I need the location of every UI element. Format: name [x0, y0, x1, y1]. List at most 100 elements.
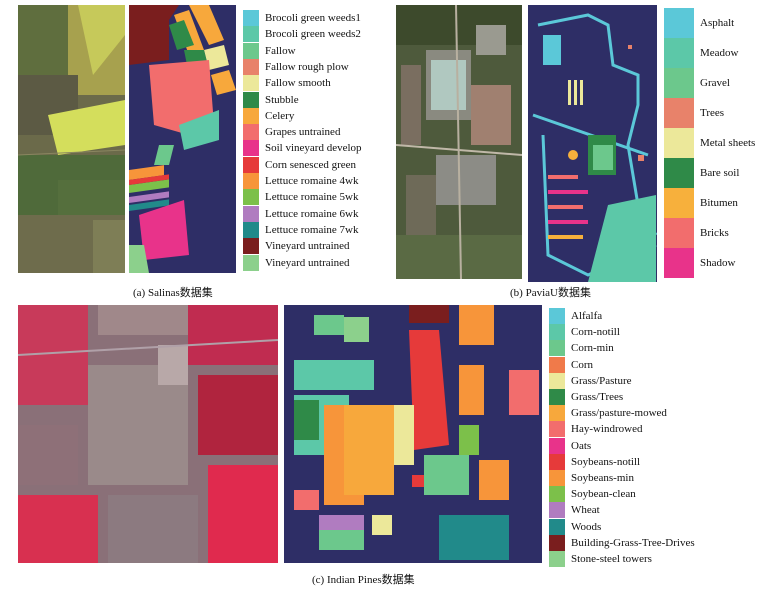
legend-swatch — [549, 372, 565, 389]
legend-swatch — [243, 189, 259, 206]
legend-item: Asphalt — [664, 8, 764, 38]
legend-label: Vineyard untrained — [265, 240, 350, 253]
legend-item: Soybeans-notill — [549, 453, 689, 470]
legend-label: Lettuce romaine 7wk — [265, 223, 359, 236]
legend-item: Trees — [664, 98, 764, 128]
legend-swatch — [549, 405, 565, 422]
legend-swatch — [549, 518, 565, 535]
legend-swatch — [243, 42, 259, 59]
legend-label: Alfalfa — [571, 310, 603, 322]
legend-label: Shadow — [700, 257, 736, 269]
legend-label: Oats — [571, 439, 592, 452]
legend-label: Soil vineyard develop — [265, 142, 362, 155]
salinas-rgb-image — [18, 5, 125, 273]
paviau-ground-truth-map — [528, 5, 657, 282]
legend-swatch — [664, 188, 694, 218]
legend-label: Asphalt — [700, 17, 735, 29]
legend-label: Celery — [265, 109, 295, 122]
legend-label: Fallow smooth — [265, 77, 331, 90]
legend-item: Grass/pasture-mowed — [549, 405, 689, 422]
legend-swatch — [243, 140, 259, 157]
indian-pines-rgb-image — [18, 305, 278, 563]
salinas-ground-truth-map — [129, 5, 236, 273]
legend-item: Brocoli green weeds2 — [243, 26, 383, 43]
legend-item: Shadow — [664, 248, 764, 278]
legend-label: Vineyard untrained — [265, 256, 350, 269]
legend-swatch — [243, 58, 259, 75]
legend-swatch — [549, 356, 565, 373]
legend-item: Stone-steel towers — [549, 551, 689, 567]
legend-label: Corn senesced green — [265, 158, 357, 171]
legend-swatch — [664, 38, 694, 68]
legend-item: Meadow — [664, 38, 764, 68]
legend-swatch — [243, 221, 259, 238]
legend-item: Building-Grass-Tree-Drives — [549, 534, 695, 551]
legend-label: Corn-notill — [571, 326, 620, 339]
legend-label: Brocoli green weeds1 — [265, 12, 361, 24]
legend-label: Brocoli green weeds2 — [265, 28, 361, 41]
legend-item: Lettuce romaine 4wk — [243, 173, 383, 189]
legend-item: Fallow — [243, 42, 383, 59]
legend-swatch — [549, 470, 565, 486]
legend-item: Gravel — [664, 68, 764, 98]
legend-item: Vineyard untrained — [243, 238, 383, 255]
legend-item: Grass/Trees — [549, 389, 689, 405]
legend-label: Stubble — [265, 93, 299, 106]
legend-item: Corn senesced green — [243, 156, 383, 173]
legend-label: Grass/Pasture — [571, 374, 632, 387]
legend-swatch — [243, 238, 259, 255]
legend-label: Soybeans-min — [571, 472, 634, 484]
legend-label: Lettuce romaine 5wk — [265, 191, 359, 204]
legend-swatch — [243, 205, 259, 222]
legend-swatch — [664, 218, 694, 248]
legend-item: Grapes untrained — [243, 124, 383, 141]
legend-swatch — [549, 340, 565, 357]
legend-label: Bricks — [700, 227, 729, 239]
legend-item: Lettuce romaine 6wk — [243, 205, 383, 222]
legend-item: Stubble — [243, 91, 383, 108]
legend-label: Building-Grass-Tree-Drives — [571, 536, 695, 549]
legend-label: Corn — [571, 358, 593, 371]
legend-label: Lettuce romaine 6wk — [265, 207, 359, 220]
legend-swatch — [243, 91, 259, 108]
paviau-rgb-image — [396, 5, 522, 279]
legend-swatch — [243, 254, 259, 271]
legend-item: Bitumen — [664, 188, 764, 218]
legend-item: Bare soil — [664, 158, 764, 188]
legend-swatch — [243, 10, 259, 26]
indian-pines-legend: Alfalfa Corn-notill Corn-min Corn Grass/… — [549, 308, 749, 568]
legend-swatch — [243, 124, 259, 141]
legend-swatch — [549, 551, 565, 567]
legend-swatch — [549, 502, 565, 519]
legend-swatch — [664, 248, 694, 278]
legend-swatch — [664, 98, 694, 128]
legend-label: Metal sheets — [700, 137, 756, 149]
legend-swatch — [549, 486, 565, 503]
legend-label: Meadow — [700, 47, 739, 59]
legend-label: Wheat — [571, 504, 600, 517]
legend-item: Grass/Pasture — [549, 372, 689, 389]
legend-swatch — [549, 421, 565, 438]
caption-indian-pines: (c) Indian Pines数据集 — [312, 574, 415, 586]
legend-item: Celery — [243, 107, 383, 124]
legend-label: Grass/Trees — [571, 391, 624, 403]
legend-swatch — [549, 437, 565, 454]
legend-swatch — [549, 453, 565, 470]
legend-label: Soybean-clean — [571, 488, 636, 501]
legend-swatch — [549, 308, 565, 324]
legend-item: Fallow smooth — [243, 75, 383, 92]
legend-item: Metal sheets — [664, 128, 764, 158]
legend-item: Brocoli green weeds1 — [243, 10, 383, 26]
legend-item: Wheat — [549, 502, 689, 519]
legend-swatch — [549, 324, 565, 341]
legend-swatch — [549, 534, 565, 551]
legend-label: Lettuce romaine 4wk — [265, 175, 359, 187]
legend-swatch — [243, 173, 259, 189]
legend-label: Bitumen — [700, 197, 738, 209]
salinas-legend: Brocoli green weeds1 Brocoli green weeds… — [243, 10, 383, 271]
legend-swatch — [549, 389, 565, 405]
legend-swatch — [664, 158, 694, 188]
legend-swatch — [243, 107, 259, 124]
legend-label: Hay-windrowed — [571, 423, 643, 436]
legend-item: Lettuce romaine 7wk — [243, 221, 383, 238]
